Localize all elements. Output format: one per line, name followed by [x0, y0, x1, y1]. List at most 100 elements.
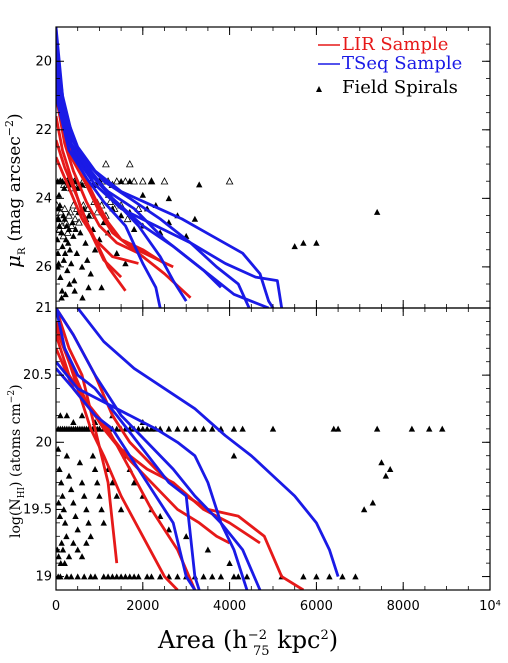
field-spiral-point-bottom-43: [269, 425, 277, 432]
field-spiral-point-bottom-30: [143, 425, 151, 432]
x-axis-title-text: Area (h−2 75 kpc2): [157, 626, 338, 659]
field-spiral-point-top-33: [91, 246, 99, 253]
field-spiral-point-bottom-136: [300, 573, 307, 580]
field-spiral-point-bottom-46: [373, 425, 381, 432]
field-spiral-open-point-top-6: [60, 204, 69, 212]
field-spiral-point-bottom-110: [81, 573, 88, 580]
field-spiral-point-top-15: [61, 249, 69, 256]
field-spiral-point-top-86: [71, 287, 78, 294]
plot-area-bottom: [56, 308, 446, 590]
y-axis-title-top-text: μR(mag arcsec−2): [1, 113, 28, 268]
y-tick-label-bottom-0: 19: [35, 570, 52, 585]
field-spiral-point-bottom-132: [230, 573, 238, 580]
field-spiral-point-bottom-121: [135, 573, 142, 580]
field-spiral-point-bottom-112: [91, 573, 99, 580]
field-spiral-point-bottom-78: [87, 533, 94, 540]
field-spiral-point-top-36: [98, 284, 105, 291]
field-spiral-point-bottom-149: [78, 553, 86, 560]
field-spiral-point-bottom-51: [63, 412, 71, 419]
field-spiral-open-point-top-3: [56, 207, 65, 216]
field-spiral-point-top-16: [63, 222, 71, 229]
field-spiral-point-bottom-109: [74, 573, 81, 580]
field-spiral-point-top-80: [56, 249, 62, 256]
field-spiral-point-top-42: [122, 260, 129, 267]
field-spiral-point-top-12: [58, 287, 66, 294]
field-spiral-point-bottom-98: [226, 559, 233, 566]
field-spiral-point-bottom-45: [334, 425, 342, 432]
field-spiral-point-bottom-115: [109, 573, 116, 580]
field-spiral-point-top-14: [60, 212, 67, 219]
field-spiral-point-top-19: [69, 219, 76, 226]
field-spiral-point-top-31: [87, 270, 94, 277]
field-spiral-point-top-21: [71, 277, 78, 284]
field-spiral-point-top-87: [79, 294, 86, 301]
lir-curve-top-4: [56, 139, 123, 279]
panel-column-density: 19 19.5 20 20.5 21: [23, 301, 491, 591]
x-tick-label-5: 10⁴: [479, 599, 501, 614]
field-spiral-point-top-0: [56, 205, 62, 212]
lir-curve-bottom-5: [56, 327, 197, 590]
field-spiral-point-bottom-140: [352, 573, 359, 580]
field-spiral-point-top-29: [84, 256, 91, 263]
tseq-curve-top-5: [56, 67, 188, 302]
field-spiral-point-bottom-66: [58, 539, 65, 546]
field-spiral-point-bottom-73: [76, 459, 84, 466]
legend-tseq-label: TSeq Sample: [342, 53, 462, 74]
tseq-curve-bottom-2: [56, 308, 201, 590]
field-spiral-point-bottom-44: [330, 425, 337, 432]
tseq-curve-bottom-0: [56, 308, 262, 590]
field-spiral-point-bottom-118: [122, 573, 129, 580]
tseq-curve-bottom-3: [56, 367, 197, 590]
legend: LIR Sample TSeq Sample Field Spirals: [316, 34, 462, 98]
field-spiral-point-bottom-114: [104, 573, 112, 580]
field-spiral-point-bottom-41: [230, 425, 238, 432]
field-spiral-point-top-74: [126, 178, 133, 185]
field-spiral-point-bottom-130: [209, 573, 216, 580]
field-spiral-point-bottom-137: [313, 573, 320, 580]
field-spiral-open-point-top-46: [130, 177, 138, 185]
field-spiral-point-bottom-83: [98, 506, 105, 513]
field-spiral-open-point-top-47: [138, 177, 147, 185]
field-spiral-point-top-26: [78, 263, 86, 270]
field-spiral-point-bottom-94: [156, 512, 164, 519]
field-spiral-point-bottom-81: [94, 479, 101, 486]
field-spiral-point-bottom-113: [100, 573, 107, 580]
tseq-curve-bottom-4: [76, 308, 340, 578]
field-spiral-point-bottom-29: [139, 425, 146, 432]
field-spiral-open-point-top-9: [65, 211, 73, 219]
field-spiral-open-point-top-2: [56, 225, 64, 233]
field-spiral-point-bottom-71: [72, 512, 79, 519]
field-spiral-point-bottom-47: [408, 425, 416, 432]
field-spiral-point-bottom-50: [57, 412, 64, 419]
tseq-curve-bottom-1: [56, 360, 249, 590]
field-spiral-point-top-79: [56, 236, 61, 243]
field-spiral-point-bottom-60: [59, 492, 66, 499]
field-spiral-point-bottom-74: [78, 479, 86, 486]
field-spiral-point-bottom-123: [148, 573, 155, 580]
field-spiral-point-bottom-87: [113, 492, 120, 499]
field-spiral-open-point-top-52: [225, 177, 234, 185]
field-spiral-point-top-23: [73, 249, 81, 256]
field-spiral-point-bottom-23: [113, 425, 120, 432]
field-spiral-point-bottom-96: [183, 533, 190, 540]
lir-curve-top-2: [56, 95, 192, 299]
field-spiral-point-bottom-145: [61, 559, 68, 566]
y-tick-label-top-0: 20: [35, 54, 52, 69]
x-tick-label-4: 8000: [387, 599, 420, 614]
field-spiral-point-bottom-65: [56, 512, 64, 519]
field-spiral-point-bottom-150: [83, 539, 90, 546]
field-spiral-point-top-20: [70, 232, 77, 239]
field-spiral-point-bottom-39: [209, 425, 216, 432]
legend-lir-label: LIR Sample: [342, 34, 448, 55]
field-spiral-point-bottom-59: [58, 479, 65, 486]
field-spiral-point-top-83: [58, 294, 65, 301]
field-spiral-point-bottom-116: [113, 573, 120, 580]
field-spiral-point-bottom-104: [382, 472, 390, 479]
field-spiral-point-top-8: [65, 225, 73, 232]
field-spiral-point-bottom-63: [63, 533, 70, 540]
field-spiral-point-bottom-108: [67, 573, 75, 580]
field-spiral-point-top-76: [148, 178, 155, 185]
field-spiral-point-top-4: [60, 256, 68, 263]
field-spiral-point-bottom-88: [117, 506, 125, 513]
